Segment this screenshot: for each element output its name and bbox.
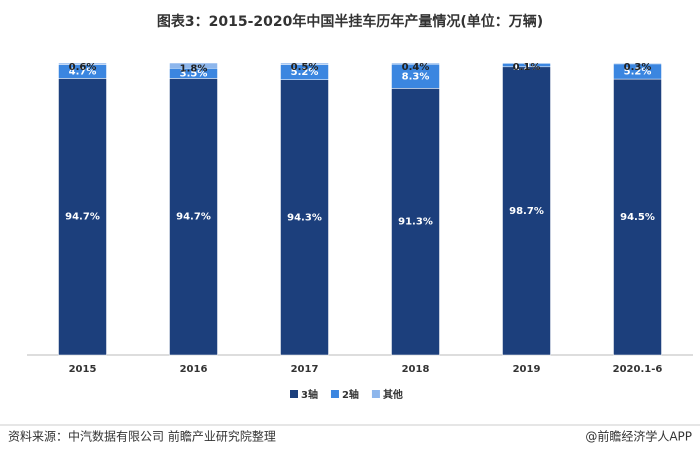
data-label: 98.7% <box>509 206 544 217</box>
data-label: 94.7% <box>65 212 100 223</box>
bar-segment <box>58 62 107 66</box>
credit: @前瞻经济学人APP <box>585 429 692 444</box>
x-tick-label: 2015 <box>69 364 97 375</box>
data-label: 0.3% <box>624 62 652 73</box>
legend-swatch <box>330 390 339 398</box>
x-tick-label: 2017 <box>291 364 319 375</box>
data-label: 4.7% <box>69 67 97 78</box>
data-label: 0.6% <box>69 62 97 73</box>
data-label: 0.1% <box>513 62 541 73</box>
legend-label: 3轴 <box>301 388 318 401</box>
data-label: 0.5% <box>291 62 319 73</box>
x-tick-label: 2018 <box>402 364 430 375</box>
x-tick-label: 2019 <box>513 364 541 375</box>
data-label: 3.5% <box>180 68 208 79</box>
bar-segment <box>502 66 551 356</box>
data-label: 94.3% <box>287 212 322 223</box>
legend-label: 其他 <box>383 388 403 401</box>
chart-title: 图表3：2015-2020年中国半挂车历年产量情况(单位：万辆) <box>157 13 543 30</box>
bar-segment <box>169 62 218 69</box>
bar-segment <box>613 62 662 65</box>
legend-swatch <box>371 390 380 398</box>
data-label: 8.3% <box>402 71 430 82</box>
legend-swatch <box>290 390 298 398</box>
data-label: 94.7% <box>176 212 211 223</box>
source: 资料来源：中汽数据有限公司 前瞻产业研究院整理 <box>8 429 276 444</box>
data-label: 94.5% <box>620 212 655 223</box>
data-label: 5.2% <box>291 67 319 78</box>
bar-segment <box>391 63 440 89</box>
bar-segment <box>391 88 440 356</box>
x-tick-label: 2016 <box>180 364 208 375</box>
data-label: 5.2% <box>624 66 652 77</box>
legend-label: 2轴 <box>342 388 359 401</box>
data-label: 0.4% <box>402 62 430 73</box>
bar-segment <box>58 78 107 356</box>
x-tick-label: 2020.1-6 <box>613 364 663 375</box>
bar-segment <box>280 79 329 356</box>
data-label: 1.2% <box>513 62 541 73</box>
data-label: 91.3% <box>398 217 433 228</box>
bar-segment <box>613 78 662 356</box>
bar-segment <box>391 62 440 65</box>
bar-segment <box>169 78 218 356</box>
data-label: 1.8% <box>180 63 208 74</box>
bar-segment <box>280 62 329 65</box>
